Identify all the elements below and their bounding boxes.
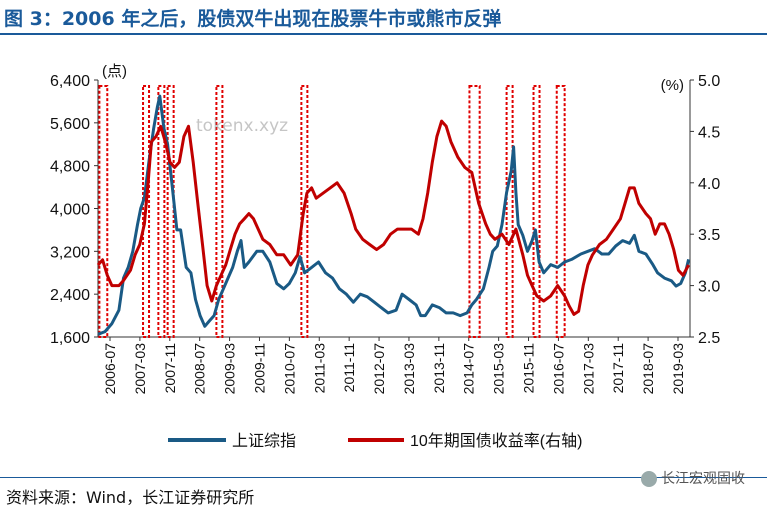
legend-label-bond: 10年期国债收益率(右轴) (410, 432, 582, 450)
right-tick-label: 2.5 (698, 330, 720, 347)
x-tick-label: 2017-11 (610, 343, 626, 394)
wechat-icon (641, 471, 657, 487)
x-tick-label: 2012-07 (371, 343, 387, 395)
left-tick-label: 2,400 (50, 287, 90, 304)
title-divider (0, 33, 767, 35)
footer-divider (0, 477, 767, 478)
x-tick-label: 2009-11 (251, 343, 267, 394)
left-axis-unit: (点) (102, 63, 127, 80)
right-tick-label: 3.5 (698, 227, 720, 244)
highlight-period-box (468, 85, 481, 338)
chart-svg: 1,600 2,400 3,200 4,000 4,800 5,600 6,400 2.5 3.… (50, 63, 720, 450)
series-line-stock-index (97, 94, 691, 336)
x-tick-label: 2009-03 (222, 343, 238, 395)
right-axis-unit: (%) (661, 77, 684, 94)
watermark: tokenx.xyz (196, 116, 289, 136)
left-tick-label: 4,800 (50, 159, 90, 176)
x-tick-label: 2014-07 (461, 343, 477, 395)
highlight-period-box (98, 85, 109, 338)
highlight-period-box (555, 85, 566, 338)
x-tick-label: 2011-03 (311, 343, 327, 394)
brand-label: 长江宏观固收 (641, 468, 745, 488)
x-tick-label: 2019-03 (670, 343, 686, 395)
highlight-period-box (215, 85, 224, 338)
x-tick-label: 2006-07 (102, 343, 118, 395)
x-tick-label: 2007-11 (162, 343, 178, 394)
right-tick-label: 5.0 (698, 73, 720, 90)
right-tick-label: 4.0 (698, 176, 720, 193)
page-title: 图 3：2006 年之后，股债双牛出现在股票牛市或熊市反弹 (4, 8, 502, 30)
highlight-period-box (532, 85, 541, 338)
highlight-period-box (142, 85, 151, 338)
x-tick-label: 2015-03 (491, 343, 507, 395)
right-tick-label: 4.5 (698, 124, 720, 141)
x-tick-label: 2008-07 (192, 343, 208, 395)
source-note: 资料来源：Wind，长江证券研究所 (6, 488, 255, 507)
highlight-period-box (157, 85, 166, 338)
x-tick-label: 2011-11 (341, 343, 357, 393)
brand-text: 长江宏观固收 (661, 471, 745, 487)
highlight-period-box (166, 85, 175, 338)
highlight-period-box (300, 85, 309, 338)
left-tick-label: 3,200 (50, 244, 90, 261)
x-tick-label: 2018-07 (640, 343, 656, 395)
right-tick-label: 3.0 (698, 279, 720, 296)
x-tick-label: 2017-03 (580, 343, 596, 395)
left-tick-label: 5,600 (50, 116, 90, 133)
left-tick-label: 6,400 (50, 73, 90, 90)
x-tick-label: 2015-11 (521, 343, 537, 394)
x-tick-label: 2010-07 (281, 343, 297, 395)
highlight-period-box (505, 85, 514, 338)
x-tick-label: 2016-07 (550, 343, 566, 395)
x-tick-label: 2013-11 (431, 343, 447, 394)
left-tick-label: 1,600 (50, 330, 90, 347)
x-tick-label: 2013-03 (401, 343, 417, 395)
series-line-bond-yield (96, 119, 690, 316)
x-tick-label: 2007-03 (132, 343, 148, 395)
left-tick-label: 4,000 (50, 202, 90, 219)
legend-label-stock: 上证综指 (232, 432, 296, 450)
